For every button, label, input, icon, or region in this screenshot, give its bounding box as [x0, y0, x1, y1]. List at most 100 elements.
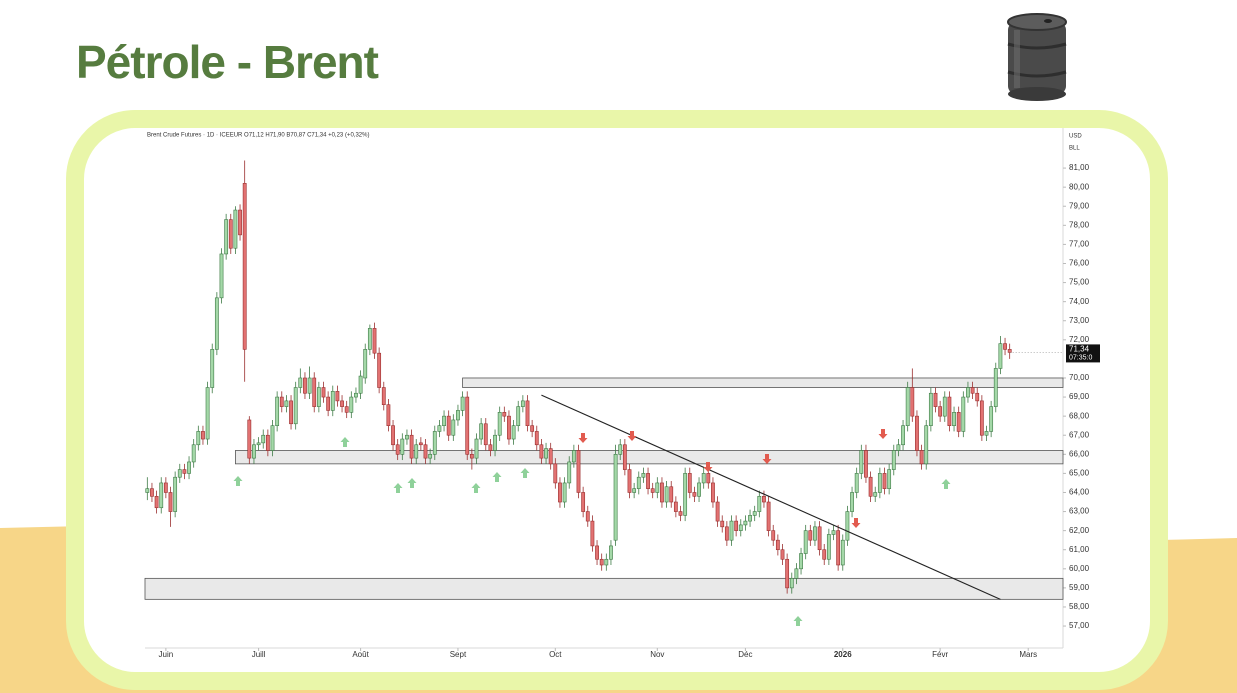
y-tick-label: 67,00 — [1069, 430, 1090, 439]
candle-body — [349, 396, 354, 413]
candle-body — [261, 434, 266, 444]
candle-body — [400, 438, 405, 455]
support-arrow — [393, 483, 403, 493]
candle-body — [655, 482, 660, 493]
candle-body — [660, 482, 664, 503]
candle-body — [446, 415, 451, 436]
candles — [145, 160, 1012, 594]
candle-body — [701, 473, 706, 484]
candle-body — [845, 511, 850, 541]
candle-body — [247, 419, 252, 459]
candle-body — [460, 396, 465, 411]
candle-body — [405, 434, 409, 440]
candle-body — [312, 377, 317, 407]
candle-body — [358, 375, 363, 394]
candle-body — [673, 501, 678, 512]
resistance-arrow — [762, 454, 772, 464]
x-tick-label: Juill — [252, 650, 266, 659]
candle-body — [145, 488, 150, 493]
candle-body — [919, 450, 924, 465]
candle-body — [724, 526, 729, 541]
candle-body — [363, 349, 368, 379]
support-arrow — [793, 616, 803, 626]
candle-body — [599, 558, 604, 566]
candle-body — [868, 476, 873, 497]
last-price-label: 71,34 — [1069, 345, 1090, 354]
y-tick-label: 79,00 — [1069, 201, 1090, 210]
candle-body — [891, 450, 896, 470]
candle-body — [585, 511, 590, 522]
candle-body — [887, 469, 892, 489]
candle-body — [265, 434, 270, 451]
candle-body — [423, 444, 428, 459]
support-arrow — [340, 437, 350, 447]
x-tick-label: Oct — [549, 650, 562, 659]
candle-body — [836, 530, 841, 566]
candle-body — [307, 377, 312, 394]
candle-body — [173, 476, 178, 512]
y-tick-label: 73,00 — [1069, 316, 1090, 325]
candle-body — [901, 425, 905, 446]
candle-body — [641, 473, 646, 478]
candle-body — [154, 495, 159, 509]
candle-body — [581, 492, 586, 512]
support-arrow — [520, 468, 530, 478]
candle-body — [219, 253, 224, 299]
resistance-arrow — [878, 429, 888, 439]
candle-body — [669, 486, 674, 503]
candle-body — [214, 297, 219, 350]
x-tick-label: 2026 — [834, 650, 852, 659]
candle-body — [316, 387, 321, 407]
candle-body — [794, 568, 799, 579]
candle-body — [451, 419, 456, 436]
y-tick-label: 69,00 — [1069, 392, 1090, 401]
candle-body — [516, 406, 521, 426]
candle-body — [961, 396, 966, 432]
candle-body — [752, 511, 757, 516]
candle-body — [279, 396, 284, 407]
candle-body — [817, 526, 822, 551]
y-tick-label: 62,00 — [1069, 526, 1090, 535]
candle-body — [831, 530, 836, 535]
candle-body — [372, 328, 377, 354]
candle-body — [720, 520, 725, 528]
candle-body — [196, 431, 201, 446]
support-arrow — [492, 472, 502, 482]
candle-body — [826, 534, 831, 560]
candle-body — [289, 400, 293, 425]
candle-body — [159, 482, 164, 509]
x-tick-label: Sept — [450, 650, 467, 659]
candle-body — [502, 412, 507, 417]
y-tick-label: 76,00 — [1069, 259, 1090, 268]
candle-body — [567, 461, 572, 484]
zone — [462, 377, 1064, 388]
candle-body — [780, 549, 785, 560]
candle-body — [177, 469, 182, 478]
y-tick-label: 75,00 — [1069, 278, 1090, 287]
y-tick-label: 61,00 — [1069, 545, 1090, 554]
candle-body — [576, 450, 581, 493]
candle-body — [697, 482, 701, 497]
support-arrow — [407, 478, 417, 488]
candle-body — [998, 343, 1003, 369]
candle-body — [636, 476, 641, 489]
candle-body — [256, 442, 261, 446]
candle-body — [409, 434, 414, 459]
candle-body — [469, 454, 474, 459]
candle-body — [734, 520, 739, 531]
candle-body — [711, 482, 715, 503]
resistance-arrow — [627, 431, 637, 441]
x-tick-label: Août — [352, 650, 369, 659]
candle-body — [275, 396, 280, 426]
candle-body — [340, 400, 344, 407]
candle-body — [808, 530, 813, 541]
candle-body — [947, 396, 952, 426]
y-tick-label: 65,00 — [1069, 469, 1090, 478]
x-tick-label: Mars — [1019, 650, 1037, 659]
candle-body — [497, 412, 502, 436]
candle-body — [511, 425, 516, 440]
candle-body — [488, 444, 493, 451]
candle-body — [442, 415, 446, 426]
candle-body — [859, 450, 864, 474]
